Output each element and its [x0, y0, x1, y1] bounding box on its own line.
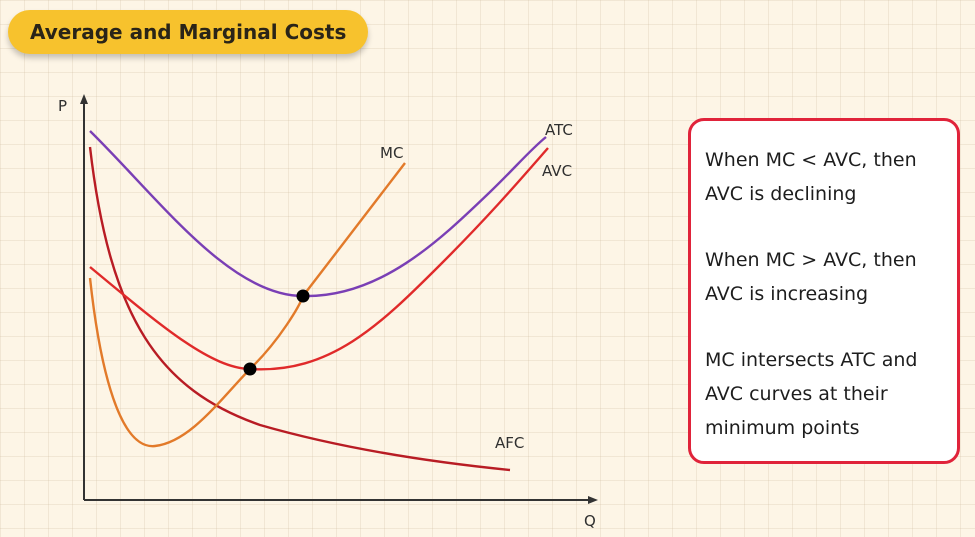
x-axis-label: Q	[584, 512, 596, 530]
note-mc-above-avc: When MC > AVC, then AVC is increasing	[705, 249, 917, 305]
y-axis-arrow-icon	[80, 94, 88, 104]
page-title: Average and Marginal Costs	[30, 20, 347, 44]
afc-label: AFC	[495, 434, 524, 452]
avc-label: AVC	[542, 162, 572, 180]
atc-curve	[89, 130, 547, 298]
note-mc-below-avc: When MC < AVC, then AVC is declining	[705, 149, 917, 205]
note-mc-intersects-minimums: MC intersects ATC and AVC curves at thei…	[705, 349, 918, 439]
explanation-box: When MC < AVC, then AVC is declining Whe…	[688, 118, 960, 464]
afc-curve	[88, 146, 511, 472]
mc-avc-intersection-point	[243, 362, 257, 376]
mc-curve	[88, 162, 406, 448]
mc-label: MC	[380, 144, 403, 162]
title-banner: Average and Marginal Costs	[8, 10, 369, 54]
y-axis-label: P	[58, 97, 67, 115]
mc-atc-intersection-point	[296, 289, 310, 303]
atc-label: ATC	[545, 121, 573, 139]
x-axis-arrow-icon	[588, 496, 598, 504]
avc-curve	[89, 147, 549, 371]
